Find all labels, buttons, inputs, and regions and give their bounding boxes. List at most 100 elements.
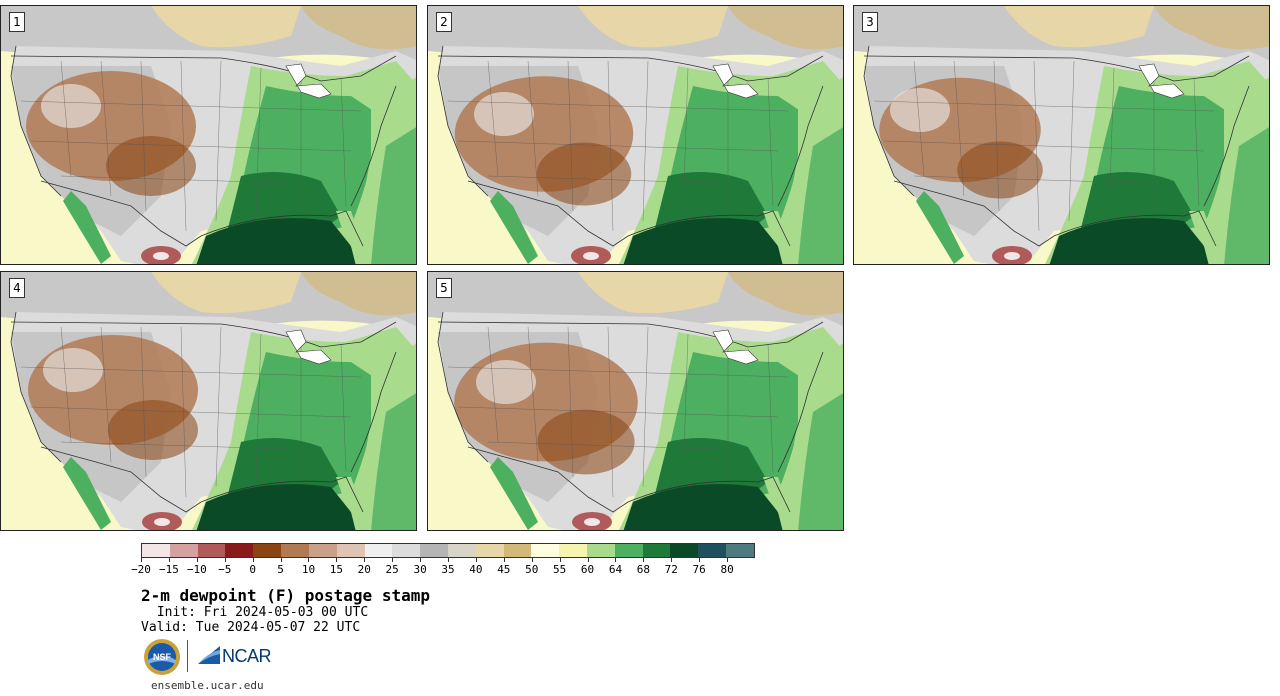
colorbar-tick-label: 10 [301,563,316,576]
colorbar-tick [168,558,170,562]
colorbar-swatch [503,544,532,557]
state-boundary [100,60,112,197]
florida-peninsula [763,211,790,256]
state-boundary [953,60,965,197]
dry-air-light-patch [890,88,950,132]
atlantic-moist-band [798,127,843,264]
coastline-west [437,45,489,197]
great-lakes [712,63,759,99]
colorbar-tick-label: 15 [329,563,343,576]
colorbar-swatch [225,544,254,557]
coastline-gulf-east [200,351,397,513]
panel-number-label: 4 [9,278,25,298]
country-border-us-canada [437,55,824,82]
country-border-us-canada [10,321,397,348]
great-lakes [1138,63,1185,99]
colorbar-tick [503,558,505,562]
state-boundary [1068,60,1075,222]
panel-number-label: 5 [436,278,452,298]
dry-air-core-inner [106,136,196,196]
dewpoint-map [1,272,416,530]
forecast-map-panel: 1 [0,5,417,265]
baja-green [63,191,111,264]
hudson-tan-region [728,272,843,316]
colorbar-tick [141,558,142,562]
colorbar-swatch [726,544,754,557]
great-lakes [712,329,759,365]
country-border-us-canada [10,55,397,82]
state-boundary [60,60,72,177]
colorbar-tick [587,558,589,562]
colorbar-swatch [364,544,393,557]
colorbar-tick-label: 35 [441,563,455,576]
colorbar-tick-label: 76 [692,563,706,576]
website-url: ensemble.ucar.edu [151,679,264,692]
colorbar-swatch [197,544,226,557]
dewpoint-map [428,6,843,264]
colorbar-swatch [253,544,282,557]
colorbar-tick-label: 50 [525,563,539,576]
baja-green [63,457,111,530]
panel-number-label: 2 [436,12,452,32]
state-boundary [60,326,72,443]
logo-divider [187,640,188,672]
hudson-tan-region [728,6,843,50]
colorbar-swatch [308,544,337,557]
state-boundary [913,175,1175,185]
atlantic-moist-band [371,393,416,530]
coastline-gulf-east [200,85,397,247]
state-boundary [767,343,774,473]
colorbar-tick-label: 80 [720,563,734,576]
state-boundary [60,175,322,185]
state-boundary [447,366,789,378]
colorbar-tick [308,558,310,562]
florida-peninsula [1189,211,1216,256]
atlantic-moist-band [798,393,843,530]
dry-air-light-patch [476,360,536,404]
colorbar-tick-label: 20 [357,563,371,576]
baja-green [916,191,964,264]
init-time: Init: Fri 2024-05-03 00 UTC [149,605,369,620]
country-border-us-canada [863,55,1250,82]
state-boundary [20,100,362,112]
state-boundary [567,60,574,212]
gulf-of-mexico [196,484,356,530]
state-boundary [642,60,649,222]
great-lakes [285,329,332,365]
colorbar-swatch [392,544,421,557]
state-boundary [140,60,147,212]
colorbar-tick-labels: −20 −15 −10 −5 0 5 10 15 20 25 30 35 40 45 50 55 60 64 68 7… [131,563,755,577]
atlantic-moist-band [371,127,416,264]
forecast-map-panel: 3 [853,5,1270,265]
state-boundary [340,77,347,207]
coastline-gulf-east [1053,85,1250,247]
state-boundary [1193,77,1200,207]
state-boundary [100,326,112,463]
colorbar-tick-label: 30 [413,563,427,576]
canada-tan-region [578,272,728,314]
state-boundary [682,67,689,217]
gulf-of-mexico [623,484,783,530]
baja-green [490,457,538,530]
country-border-us-mexico [40,446,202,513]
colorbar-tick [699,558,701,562]
state-boundary [767,77,774,207]
colorbar-tick-label: 40 [469,563,483,576]
state-boundary [487,175,749,185]
state-boundary [993,60,1000,212]
colorbar-swatch [420,544,448,557]
state-boundary [255,67,262,217]
colorbar-swatch [531,544,560,557]
state-boundary [883,140,1205,152]
colorbar-swatch [169,544,198,557]
dry-air-core-inner [537,409,635,475]
colorbar-tick [280,558,282,562]
colorbar-tick [531,558,533,562]
colorbar-swatch [670,544,699,557]
country-border-us-mexico [40,180,202,247]
colorbar-swatch [281,544,309,557]
state-boundary [527,326,539,463]
colorbar-swatch [336,544,365,557]
mexico-dry-spot-core [153,252,169,260]
colorbar-tick [559,558,561,562]
